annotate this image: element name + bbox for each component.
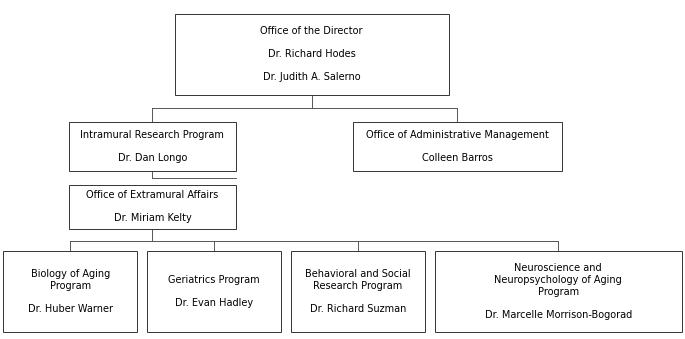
FancyBboxPatch shape <box>68 185 236 229</box>
Text: Biology of Aging
Program

Dr. Huber Warner: Biology of Aging Program Dr. Huber Warne… <box>27 269 113 314</box>
FancyBboxPatch shape <box>175 14 449 95</box>
Text: Neuroscience and
Neuropsychology of Aging
Program

Dr. Marcelle Morrison-Bogorad: Neuroscience and Neuropsychology of Agin… <box>485 263 632 320</box>
FancyBboxPatch shape <box>147 251 281 332</box>
Text: Office of Extramural Affairs

Dr. Miriam Kelty: Office of Extramural Affairs Dr. Miriam … <box>86 190 219 223</box>
FancyBboxPatch shape <box>435 251 682 332</box>
FancyBboxPatch shape <box>291 251 425 332</box>
Text: Office of Administrative Management

Colleen Barros: Office of Administrative Management Coll… <box>366 130 549 163</box>
FancyBboxPatch shape <box>68 122 236 171</box>
Text: Geriatrics Program

Dr. Evan Hadley: Geriatrics Program Dr. Evan Hadley <box>169 275 260 308</box>
FancyBboxPatch shape <box>353 122 562 171</box>
FancyBboxPatch shape <box>3 251 137 332</box>
Text: Intramural Research Program

Dr. Dan Longo: Intramural Research Program Dr. Dan Long… <box>80 130 225 163</box>
Text: Office of the Director

Dr. Richard Hodes

Dr. Judith A. Salerno: Office of the Director Dr. Richard Hodes… <box>260 26 363 82</box>
Text: Behavioral and Social
Research Program

Dr. Richard Suzman: Behavioral and Social Research Program D… <box>305 269 411 314</box>
